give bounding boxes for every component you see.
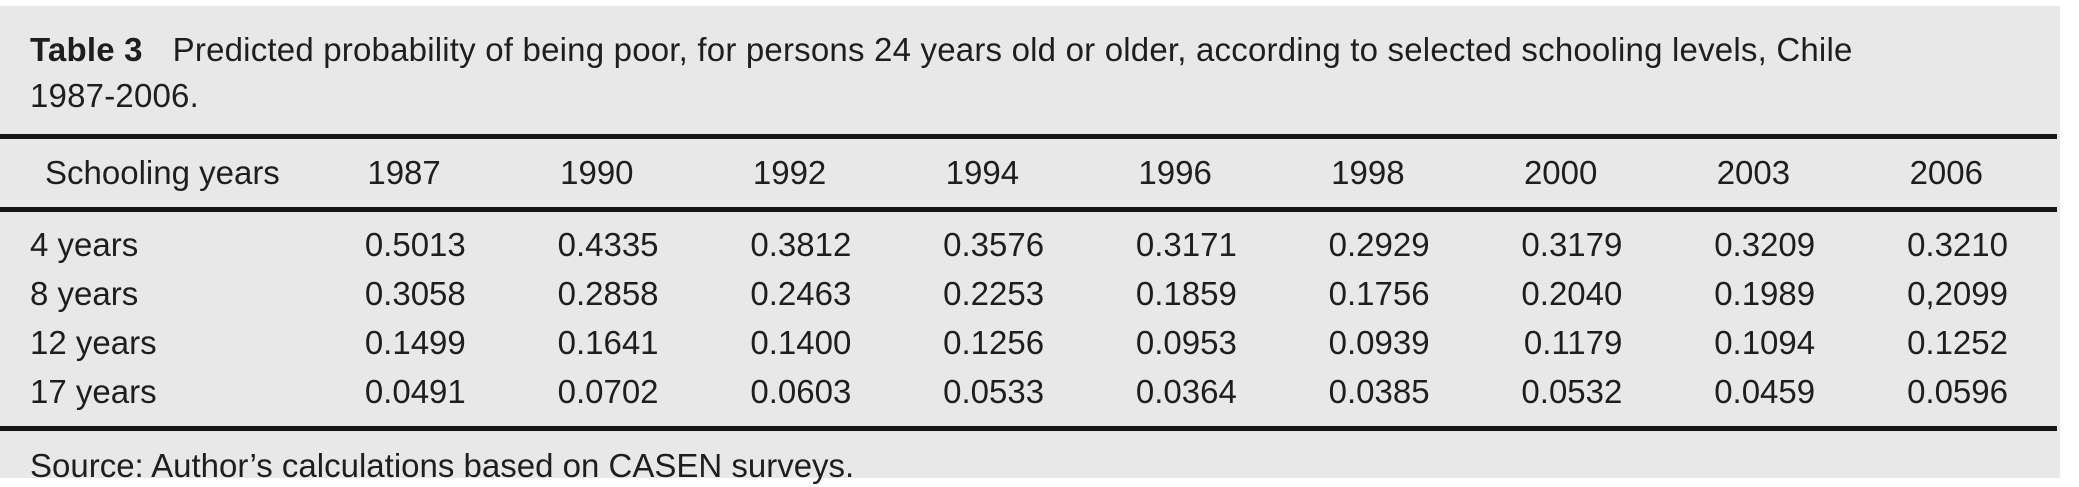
table-header-row: Schooling years 1987 1990 1992 1994 1996…: [0, 136, 2057, 212]
row-label: 4 years: [30, 226, 139, 263]
column-header-year: 1998: [1285, 136, 1479, 212]
schooling-probability-table: Schooling years 1987 1990 1992 1994 1996…: [0, 134, 2057, 431]
row-label: 17 years: [30, 373, 157, 410]
table-row: 17 years 0.0491 0.0702 0.0603 0.0533 0.0…: [0, 367, 2057, 429]
table-caption-label: Table 3: [30, 31, 143, 68]
cell-value: 0.2858: [557, 275, 659, 312]
cell-value: 0.1179: [1523, 324, 1623, 361]
cell-value: 0.0364: [1135, 373, 1237, 410]
cell-value: 0.0702: [557, 373, 659, 410]
column-header-year: 1994: [900, 136, 1094, 212]
cell-value: 0.1094: [1714, 324, 1816, 361]
cell-value: 0.1499: [364, 324, 466, 361]
cell-value: 0.1400: [750, 324, 852, 361]
cell-value: 0.0603: [750, 373, 852, 410]
cell-value: 0.0953: [1135, 324, 1237, 361]
column-header-schooling-years: Schooling years: [0, 136, 322, 212]
column-header-year: 1990: [514, 136, 708, 212]
column-header-year: 1987: [322, 136, 515, 212]
table-row: 12 years 0.1499 0.1641 0.1400 0.1256 0.0…: [0, 318, 2057, 367]
table-caption-text-line2: 1987-2006.: [30, 77, 199, 114]
cell-value: 0.2463: [750, 275, 852, 312]
cell-value: 0.1641: [557, 324, 659, 361]
cell-value: 0.0459: [1714, 373, 1816, 410]
cell-value: 0.3812: [750, 226, 852, 263]
row-label: 8 years: [30, 275, 139, 312]
cell-value: 0.1256: [943, 324, 1045, 361]
cell-value: 0.2253: [943, 275, 1045, 312]
cell-value: 0.0596: [1907, 373, 2008, 410]
cell-value: 0.2040: [1521, 275, 1623, 312]
cell-value: 0.3179: [1521, 226, 1623, 263]
cell-value: 0.1859: [1135, 275, 1237, 312]
cell-value: 0.1252: [1907, 324, 2008, 361]
table-panel: Table 3 Predicted probability of being po…: [0, 6, 2060, 484]
cell-value: 0.3171: [1135, 226, 1237, 263]
column-header-year: 2000: [1478, 136, 1672, 212]
table-row: 8 years 0.3058 0.2858 0.2463 0.2253 0.18…: [0, 269, 2057, 318]
cell-value: 0,2099: [1907, 275, 2008, 312]
cell-value: 0.1989: [1714, 275, 1816, 312]
cell-value: 0.0385: [1328, 373, 1430, 410]
cell-value: 0.0533: [943, 373, 1045, 410]
cell-value: 0.0491: [364, 373, 466, 410]
source-note: Source: Author’s calculations based on C…: [30, 447, 855, 484]
column-header-year: 2006: [1864, 136, 2057, 212]
row-label: 12 years: [30, 324, 157, 361]
cell-value: 0.0939: [1328, 324, 1430, 361]
table-row: 4 years 0.5013 0.4335 0.3812 0.3576 0.31…: [0, 210, 2057, 270]
cell-value: 0.4335: [557, 226, 659, 263]
cell-value: 0.3576: [943, 226, 1045, 263]
column-header-year: 1992: [707, 136, 901, 212]
table-caption-text: Predicted probability of being poor, for…: [172, 31, 1853, 68]
cell-value: 0.3058: [364, 275, 466, 312]
cell-value: 0.2929: [1328, 226, 1430, 263]
cell-value: 0.0532: [1521, 373, 1623, 410]
table-caption: Table 3 Predicted probability of being po…: [0, 6, 2060, 119]
column-header-year: 2003: [1671, 136, 1865, 212]
cell-value: 0.3210: [1907, 226, 2008, 263]
cell-value: 0.1756: [1328, 275, 1430, 312]
column-header-year: 1996: [1093, 136, 1286, 212]
cell-value: 0.5013: [364, 226, 466, 263]
cell-value: 0.3209: [1714, 226, 1816, 263]
